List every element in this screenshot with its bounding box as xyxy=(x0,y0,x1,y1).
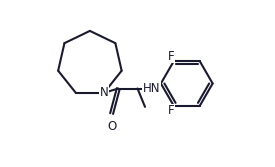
Text: F: F xyxy=(167,50,174,62)
Text: F: F xyxy=(167,105,174,117)
Text: N: N xyxy=(100,86,108,99)
Text: O: O xyxy=(107,120,116,133)
Text: HN: HN xyxy=(143,82,160,95)
